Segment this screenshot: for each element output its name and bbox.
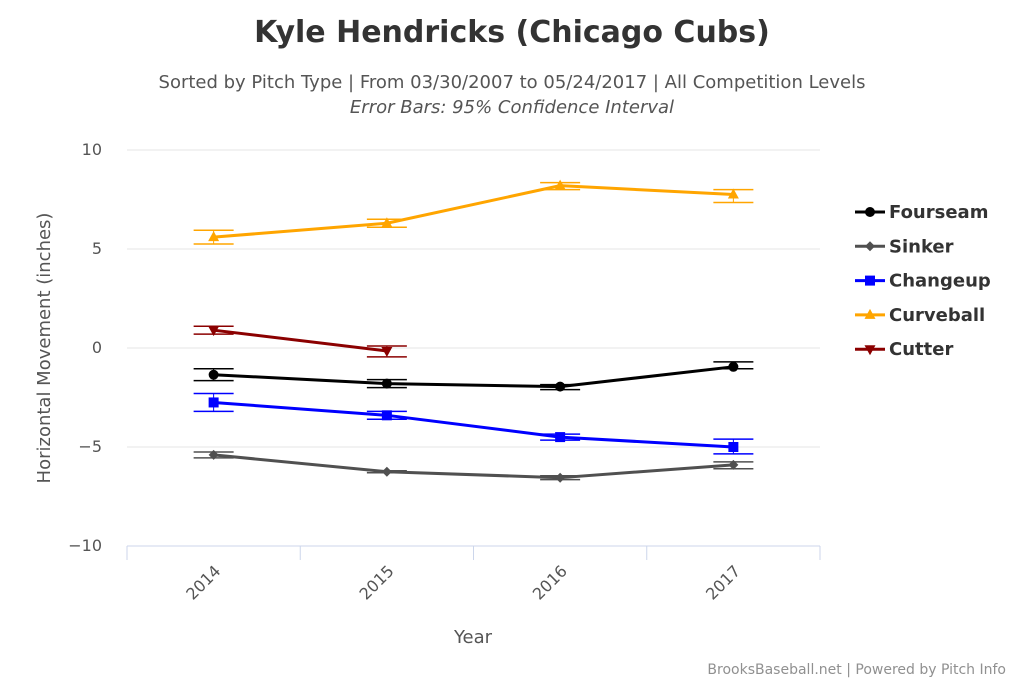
series-line-sinker [212, 453, 735, 480]
chart-title: Kyle Hendricks (Chicago Cubs) [254, 15, 770, 50]
legend-item-sinker[interactable]: Sinker [855, 236, 954, 257]
marker-square [865, 275, 875, 286]
marker-diamond [555, 472, 566, 483]
series-line-changeup [212, 400, 735, 449]
series-fourseam [193, 361, 754, 392]
series-line-fourseam [212, 365, 735, 389]
x-tick-label: 2014 [182, 561, 224, 603]
marker-triangle-down [208, 326, 220, 337]
marker-diamond [728, 459, 739, 470]
marker-triangle [727, 188, 739, 199]
marker-triangle [864, 308, 876, 319]
marker-triangle [208, 231, 220, 242]
series-sinker [193, 449, 754, 483]
series-group [193, 179, 754, 483]
series-cutter [193, 325, 407, 358]
legend-label: Sinker [889, 236, 954, 257]
legend-label: Cutter [889, 339, 953, 360]
marker-circle [728, 361, 739, 372]
marker-diamond [208, 449, 219, 460]
series-changeup [193, 392, 754, 455]
series-line-curveball [212, 184, 735, 239]
y-tick-label: 0 [92, 338, 102, 357]
y-tick-label: 10 [82, 140, 102, 159]
marker-diamond [381, 466, 392, 477]
x-tick-label: 2015 [355, 561, 397, 603]
marker-triangle [554, 179, 566, 190]
x-axis-title: Year [453, 627, 493, 648]
chart-subtitle: Sorted by Pitch Type | From 03/30/2007 t… [159, 72, 866, 93]
credits-link[interactable]: BrooksBaseball.net | Powered by Pitch In… [707, 662, 1006, 678]
marker-triangle-down [864, 345, 876, 356]
legend-label: Curveball [889, 305, 985, 326]
legend-item-curveball[interactable]: Curveball [855, 305, 985, 326]
marker-circle [865, 207, 875, 217]
marker-square [208, 397, 219, 408]
marker-diamond [865, 241, 875, 252]
legend-item-fourseam[interactable]: Fourseam [855, 202, 988, 223]
y-axis-title: Horizontal Movement (inches) [34, 213, 55, 484]
marker-triangle [381, 217, 393, 228]
y-tick-label: −10 [68, 536, 102, 555]
chart-subtitle-error-bars: Error Bars: 95% Confidence Interval [350, 97, 674, 118]
marker-circle [555, 381, 566, 392]
marker-triangle-down [381, 346, 393, 357]
legend-label: Fourseam [889, 202, 988, 223]
legend[interactable]: Fourseam Sinker Changeup Curveball Cutter [855, 202, 991, 360]
y-tick-label: 5 [92, 239, 102, 258]
marker-circle [381, 378, 392, 389]
series-curveball [193, 179, 754, 245]
x-tick-label: 2017 [702, 561, 744, 603]
marker-circle [208, 369, 219, 380]
y-axis-ticks: 10 5 0 −5 −10 [68, 140, 102, 555]
marker-square [555, 432, 566, 443]
marker-square [728, 442, 739, 452]
y-tick-label: −5 [78, 437, 102, 456]
legend-item-changeup[interactable]: Changeup [855, 271, 991, 292]
x-axis: 2014 2015 2016 2017 [126, 545, 821, 604]
marker-square [381, 410, 392, 421]
series-line-cutter [212, 328, 389, 353]
legend-item-cutter[interactable]: Cutter [855, 339, 953, 360]
gridlines [127, 149, 820, 448]
legend-label: Changeup [889, 271, 991, 292]
x-tick-label: 2016 [529, 561, 571, 603]
